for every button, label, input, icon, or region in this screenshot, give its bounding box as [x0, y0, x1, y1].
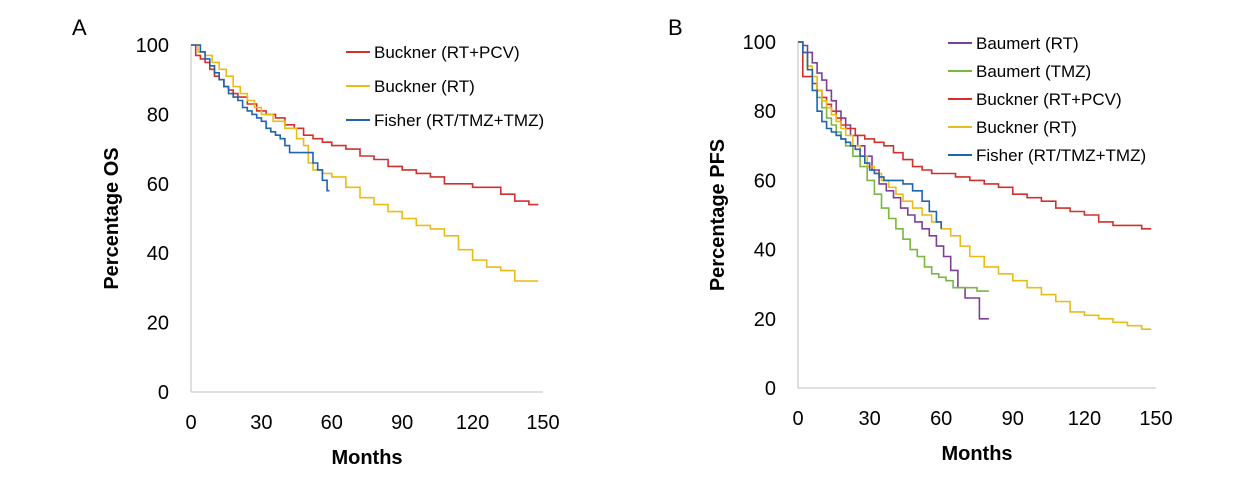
panel-a-y-tick-40: 40 [147, 243, 169, 265]
panel-a-label: A [72, 15, 87, 40]
panel-b-x-tick-120: 120 [1068, 408, 1101, 430]
panel-a-y-tick-20: 20 [147, 313, 169, 335]
panel-b-y-axis-title: Percentage PFS [707, 139, 729, 291]
panel-a-x-tick-0: 0 [185, 412, 196, 434]
panel-a-x-tick-150: 150 [526, 412, 559, 434]
panel-a-x-tick-120: 120 [456, 412, 489, 434]
panel-b-y-tick-100: 100 [743, 32, 776, 54]
panel-a-y-tick-0: 0 [158, 382, 169, 404]
panel-b-legend-label-baumert-rt: Baumert (RT) [976, 34, 1079, 53]
panel-b-x-tick-0: 0 [792, 408, 803, 430]
panel-a-series-buckner-rt [191, 44, 539, 282]
panel-a-series-fisher-rt-tmz-tmz [191, 44, 330, 192]
panel-a-y-tick-60: 60 [147, 174, 169, 196]
panel-b: B 0 20 40 60 80 100 0 30 60 90 120 150 Months Percenta… [668, 15, 1173, 465]
panel-b-x-tick-90: 90 [1002, 408, 1024, 430]
panel-a-x-tick-30: 30 [250, 412, 272, 434]
panel-b-legend-label-fisher-rt-tmz-tmz: Fisher (RT/TMZ+TMZ) [976, 146, 1146, 165]
panel-a-legend-label-buckner-rt-pcv: Buckner (RT+PCV) [374, 43, 520, 62]
panel-a-x-axis-title: Months [331, 447, 402, 469]
panel-a-x-tick-90: 90 [391, 412, 413, 434]
panel-a-legend-label-fisher-rt-tmz-tmz: Fisher (RT/TMZ+TMZ) [374, 111, 544, 130]
panel-a: A 0 20 40 60 80 100 0 30 60 90 120 150 Months Percenta… [72, 15, 560, 469]
panel-b-y-tick-80: 80 [754, 101, 776, 123]
panel-b-series-buckner-rt [798, 41, 1152, 330]
panel-b-x-axis-title: Months [941, 443, 1012, 465]
panel-b-x-tick-150: 150 [1139, 408, 1172, 430]
panel-a-x-tick-60: 60 [321, 412, 343, 434]
panel-b-label: B [668, 15, 683, 40]
panel-b-y-tick-40: 40 [754, 240, 776, 262]
panel-b-legend-label-buckner-rt: Buckner (RT) [976, 118, 1077, 137]
panel-b-legend-label-baumert-tmz: Baumert (TMZ) [976, 62, 1091, 81]
panel-b-y-tick-0: 0 [765, 378, 776, 400]
panel-b-x-tick-30: 30 [858, 408, 880, 430]
panel-b-series-fisher-rt-tmz-tmz [798, 41, 942, 229]
panel-a-legend-label-buckner-rt: Buckner (RT) [374, 77, 475, 96]
panel-b-x-tick-60: 60 [930, 408, 952, 430]
panel-b-legend-label-buckner-rt-pcv: Buckner (RT+PCV) [976, 90, 1122, 109]
panel-a-y-tick-80: 80 [147, 104, 169, 126]
panel-b-y-tick-60: 60 [754, 170, 776, 192]
panel-a-y-tick-100: 100 [136, 35, 169, 57]
panel-a-y-axis-title: Percentage OS [101, 147, 123, 289]
panel-b-series-baumert-rt [798, 41, 989, 320]
panel-b-y-tick-20: 20 [754, 309, 776, 331]
